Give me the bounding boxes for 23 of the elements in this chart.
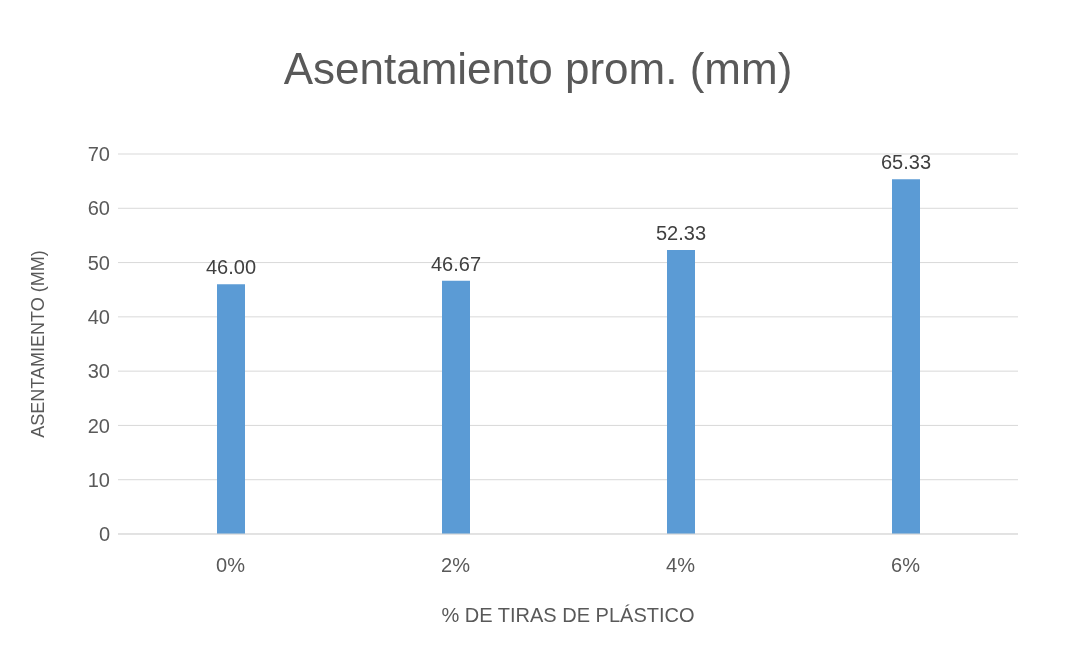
bar xyxy=(442,280,470,534)
y-tick-label: 40 xyxy=(87,305,110,328)
x-tick-label: 2% xyxy=(441,554,471,577)
data-label: 46.67 xyxy=(430,252,482,275)
y-tick-label: 60 xyxy=(87,197,110,220)
x-tick-label: 4% xyxy=(666,554,696,577)
y-tick-label: 0 xyxy=(98,523,110,546)
bar xyxy=(667,249,695,534)
chart-title: Asentamiento prom. (mm) xyxy=(282,43,794,95)
x-tick-label: 0% xyxy=(216,554,246,577)
y-tick-label: 50 xyxy=(87,251,110,274)
bar xyxy=(217,284,245,534)
x-axis-title: % DE TIRAS DE PLÁSTICO xyxy=(441,604,695,626)
y-tick-label: 70 xyxy=(87,143,110,166)
data-label: 46.00 xyxy=(205,256,257,279)
y-axis-title: ASENTAMIENTO (MM) xyxy=(28,250,49,438)
data-label: 65.33 xyxy=(880,151,932,174)
y-tick-label: 30 xyxy=(87,360,110,383)
bar xyxy=(892,179,920,534)
y-tick-label: 20 xyxy=(87,414,110,437)
x-tick-label: 6% xyxy=(891,554,921,577)
y-tick-label: 10 xyxy=(87,468,110,491)
data-label: 52.33 xyxy=(655,221,707,244)
